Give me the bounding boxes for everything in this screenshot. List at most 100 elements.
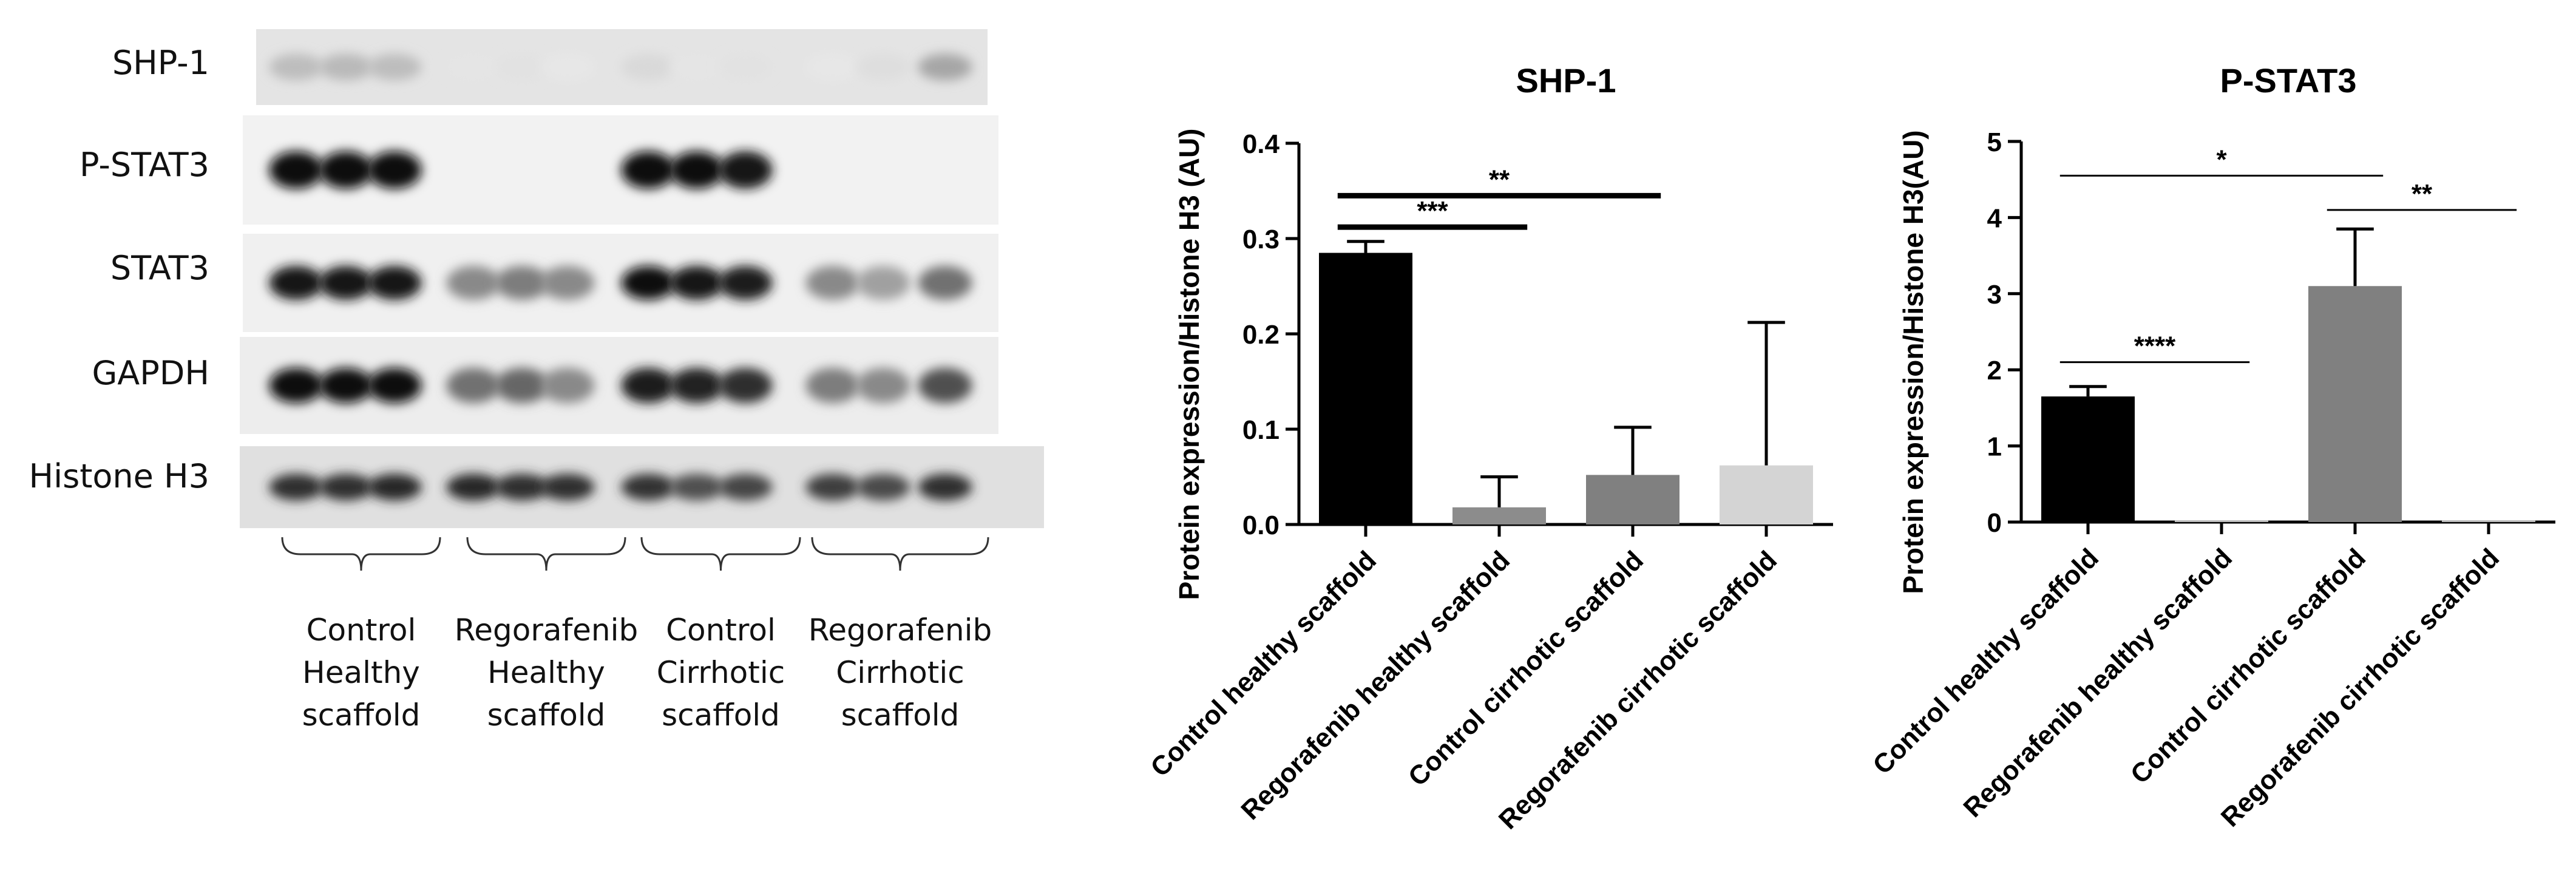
blot-band bbox=[805, 473, 860, 501]
blot-band bbox=[621, 151, 676, 189]
pstat3-bar-chart: P-STAT3 0 1 2 3 4 5 Protein expression/Histone … bbox=[1867, 61, 2555, 833]
blot-band bbox=[495, 368, 549, 403]
blot-row-label: Histone H3 bbox=[29, 457, 209, 495]
blot-band bbox=[621, 53, 676, 81]
chart-title: P-STAT3 bbox=[2220, 61, 2356, 100]
group-label: Regorafenib bbox=[455, 613, 638, 648]
y-tick-label: 0.4 bbox=[1242, 129, 1280, 159]
blot-band bbox=[621, 368, 676, 403]
y-tick-label: 0 bbox=[1987, 508, 2002, 538]
y-tick-label: 0.2 bbox=[1242, 320, 1280, 350]
group-brace bbox=[640, 537, 801, 571]
group-brace bbox=[811, 537, 989, 571]
blot-band bbox=[269, 473, 324, 501]
group-label: scaffold bbox=[302, 697, 421, 733]
significance-label: *** bbox=[1417, 196, 1448, 226]
blot-band bbox=[540, 368, 595, 403]
blot-band bbox=[669, 473, 724, 501]
y-axis-label: Protein expression/Histone H3 (AU) bbox=[1173, 128, 1205, 600]
blot-band bbox=[856, 266, 910, 300]
bar bbox=[1452, 507, 1546, 524]
blot-band bbox=[367, 53, 422, 81]
group-label: Cirrhotic bbox=[657, 655, 785, 690]
blot-band bbox=[918, 473, 972, 501]
blot-band bbox=[918, 53, 972, 81]
blot-band bbox=[718, 151, 773, 189]
x-category-label: Regorafenib healthy scaffold bbox=[1235, 545, 1516, 826]
blot-band bbox=[495, 473, 549, 501]
blot-band bbox=[718, 53, 773, 81]
bar bbox=[1319, 253, 1412, 524]
blot-band bbox=[269, 151, 324, 189]
y-tick-label: 0.1 bbox=[1242, 415, 1280, 445]
blot-band bbox=[269, 368, 324, 403]
blot-band bbox=[856, 368, 910, 403]
blot-band bbox=[319, 53, 373, 81]
x-category-label: Regorafenib cirrhotic scaffold bbox=[2215, 543, 2505, 832]
blot-band bbox=[446, 53, 501, 81]
bar bbox=[1720, 465, 1813, 524]
group-label: scaffold bbox=[487, 697, 606, 733]
shp1-bar-chart: SHP-1 0.0 0.1 0.2 0.3 0.4 Protein expression/H… bbox=[1145, 61, 1833, 835]
blot-band bbox=[805, 266, 860, 300]
blot-band bbox=[718, 266, 773, 300]
significance-label: * bbox=[2216, 144, 2227, 174]
significance-label: ** bbox=[1489, 165, 1510, 194]
blot-band bbox=[856, 473, 910, 501]
blot-band bbox=[367, 368, 422, 403]
blot-band bbox=[856, 53, 910, 81]
bar bbox=[2041, 396, 2135, 522]
y-tick-label: 5 bbox=[1987, 127, 2002, 157]
group-label: Regorafenib bbox=[808, 613, 992, 648]
blot-band bbox=[718, 368, 773, 403]
blot-band bbox=[621, 266, 676, 300]
blot-row-label: SHP-1 bbox=[112, 44, 209, 82]
blot-row-label: P-STAT3 bbox=[80, 146, 209, 184]
western-blot-panel: SHP-1 P-STAT3 STAT3 GAPDH Histone H3 Control H… bbox=[29, 29, 1044, 733]
blot-band bbox=[495, 266, 549, 300]
blot-band bbox=[446, 473, 501, 501]
group-label: Control bbox=[307, 613, 416, 648]
bar bbox=[2442, 520, 2535, 522]
blot-band bbox=[621, 473, 676, 501]
blot-row-label: STAT3 bbox=[110, 249, 209, 287]
bar bbox=[2308, 286, 2402, 522]
group-label: Healthy bbox=[487, 655, 605, 690]
x-category-label: Control cirrhotic scaffold bbox=[2125, 543, 2371, 789]
x-category-label: Regorafenib healthy scaffold bbox=[1957, 543, 2238, 823]
blot-band bbox=[669, 368, 724, 403]
significance-label: **** bbox=[2134, 331, 2176, 361]
blot-band bbox=[495, 53, 549, 81]
group-label: Healthy bbox=[302, 655, 420, 690]
y-axis-label: Protein expression/Histone H3(AU) bbox=[1897, 130, 1929, 594]
blot-band bbox=[805, 53, 860, 81]
y-tick-label: 0.3 bbox=[1242, 225, 1280, 254]
bar bbox=[1586, 475, 1679, 524]
blot-band bbox=[319, 368, 373, 403]
y-tick-label: 3 bbox=[1987, 280, 2002, 310]
group-label: scaffold bbox=[841, 697, 960, 733]
group-brace bbox=[466, 537, 626, 571]
blot-band bbox=[367, 473, 422, 501]
y-tick-label: 2 bbox=[1987, 356, 2002, 385]
blot-band bbox=[718, 473, 773, 501]
blot-band bbox=[269, 266, 324, 300]
group-label: Cirrhotic bbox=[836, 655, 964, 690]
significance-label: ** bbox=[2412, 179, 2433, 209]
group-brace bbox=[281, 537, 441, 571]
blot-row-label: GAPDH bbox=[92, 354, 209, 392]
blot-band bbox=[319, 151, 373, 189]
blot-band bbox=[319, 473, 373, 501]
blot-band bbox=[540, 266, 595, 300]
blot-band bbox=[669, 266, 724, 300]
x-category-label: Regorafenib cirrhotic scaffold bbox=[1493, 545, 1783, 835]
blot-band bbox=[540, 53, 595, 81]
blot-band bbox=[367, 151, 422, 189]
blot-band bbox=[805, 368, 860, 403]
bar bbox=[2175, 520, 2268, 522]
y-tick-label: 0.0 bbox=[1242, 511, 1280, 540]
blot-band bbox=[918, 266, 972, 300]
blot-band bbox=[540, 473, 595, 501]
blot-band bbox=[319, 266, 373, 300]
